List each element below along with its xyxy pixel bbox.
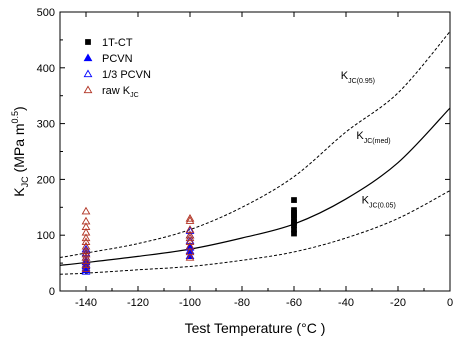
x-tick-label-3: -80 <box>234 297 250 309</box>
curve-label-2: KJC(0.05) <box>362 194 396 209</box>
point-3-19 <box>185 225 195 233</box>
curve-label-0: KJC(0.95) <box>341 70 375 85</box>
legend-marker-2 <box>83 69 93 78</box>
point-0-8 <box>291 197 297 203</box>
point-3-10 <box>81 222 91 230</box>
y-tick-label-0: 0 <box>49 286 55 298</box>
legend-marker-3 <box>83 85 93 94</box>
point-3-14 <box>185 247 195 256</box>
point-3-8 <box>81 233 91 242</box>
legend-label-0: 1T-CT <box>102 37 133 49</box>
point-0-0 <box>291 230 297 237</box>
curve-labels: KJC(0.95) KJC(med) KJC(0.05) <box>341 70 396 209</box>
point-3-5 <box>81 246 91 254</box>
point-3-20 <box>185 216 195 224</box>
legend-item-2: 1/3 PCVN <box>83 69 151 81</box>
legend-item-0: 1T-CT <box>85 37 133 49</box>
point-3-18 <box>185 230 195 239</box>
point-3-9 <box>81 227 91 236</box>
point-2-10 <box>185 226 195 234</box>
curve-2 <box>60 190 450 275</box>
y-axis-ticks: 0 100 200 300 400 500 <box>37 7 450 298</box>
x-tick-label-2: -100 <box>179 297 201 309</box>
x-tick-label-4: -60 <box>286 297 302 309</box>
series-1 <box>81 242 195 273</box>
y-axis-label: KJC (MPa m0.5) <box>10 106 30 196</box>
x-axis-label: Test Temperature (°C ) <box>185 320 326 336</box>
y-tick-label-3: 300 <box>37 119 55 131</box>
series-3 <box>81 206 195 272</box>
legend-item-3: raw KJC <box>83 85 139 99</box>
point-3-1 <box>81 260 91 268</box>
point-3-0 <box>81 264 91 272</box>
point-3-16 <box>185 237 195 246</box>
series-0 <box>291 197 297 237</box>
x-tick-label-5: -40 <box>338 297 354 309</box>
y-tick-label-2: 200 <box>37 174 55 186</box>
curve-0 <box>60 31 450 259</box>
legend-label-2: 1/3 PCVN <box>102 69 151 81</box>
point-2-5 <box>81 248 91 257</box>
legend: 1T-CT PCVN 1/3 PCVN raw KJC <box>83 37 151 99</box>
x-tick-label-6: -20 <box>390 297 406 309</box>
legend-label-3: raw KJC <box>102 85 139 99</box>
x-tick-label-1: -120 <box>127 297 149 309</box>
point-3-11 <box>81 216 91 225</box>
curve-1 <box>60 107 450 266</box>
point-3-6 <box>81 241 91 250</box>
point-3-7 <box>81 237 91 246</box>
point-3-13 <box>185 253 195 261</box>
y-tick-label-5: 500 <box>37 7 55 19</box>
y-tick-label-1: 100 <box>37 230 55 242</box>
point-0-7 <box>291 207 297 213</box>
point-3-21 <box>185 213 195 222</box>
fit-curves <box>60 31 450 275</box>
x-tick-label-0: -140 <box>75 297 97 309</box>
data-points <box>81 197 297 275</box>
point-0-9 <box>291 220 297 226</box>
x-axis-ticks: -140 -120 -100 -80 -60 -40 -20 0 <box>59 12 453 309</box>
point-0-1 <box>291 226 297 233</box>
legend-marker-0 <box>85 39 91 45</box>
y-tick-label-4: 400 <box>37 63 55 75</box>
point-1-5 <box>185 242 195 251</box>
legend-item-1: PCVN <box>83 53 133 65</box>
legend-marker-1 <box>83 53 93 62</box>
point-3-12 <box>81 206 91 215</box>
legend-label-1: PCVN <box>102 53 133 65</box>
point-3-15 <box>185 241 195 250</box>
x-tick-label-7: 0 <box>447 297 453 309</box>
curve-label-1: KJC(med) <box>356 130 390 145</box>
